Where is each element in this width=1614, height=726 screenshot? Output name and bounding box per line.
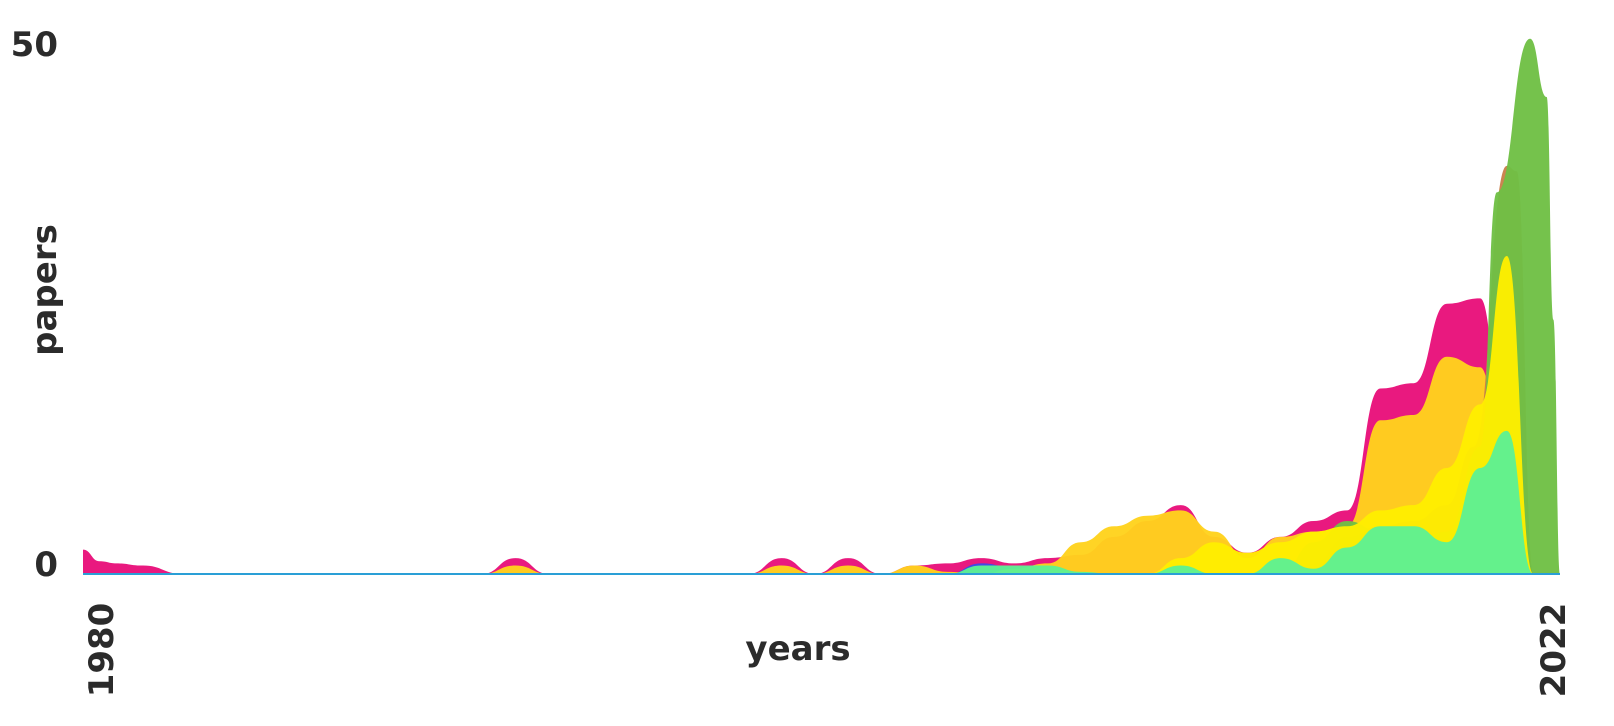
area-series-6 (1114, 256, 1534, 574)
y-tick-label-50: 50 (11, 25, 58, 65)
x-tick-label-1980: 1980 (82, 603, 122, 698)
x-tick-label-2022: 2022 (1534, 603, 1574, 698)
y-axis-label: papers (25, 224, 65, 356)
series-layer (83, 38, 1560, 574)
area-series-7 (947, 430, 1534, 574)
area-series-1 (83, 298, 1514, 574)
y-tick-label-0: 0 (34, 545, 58, 585)
x-axis-label: years (745, 629, 850, 669)
